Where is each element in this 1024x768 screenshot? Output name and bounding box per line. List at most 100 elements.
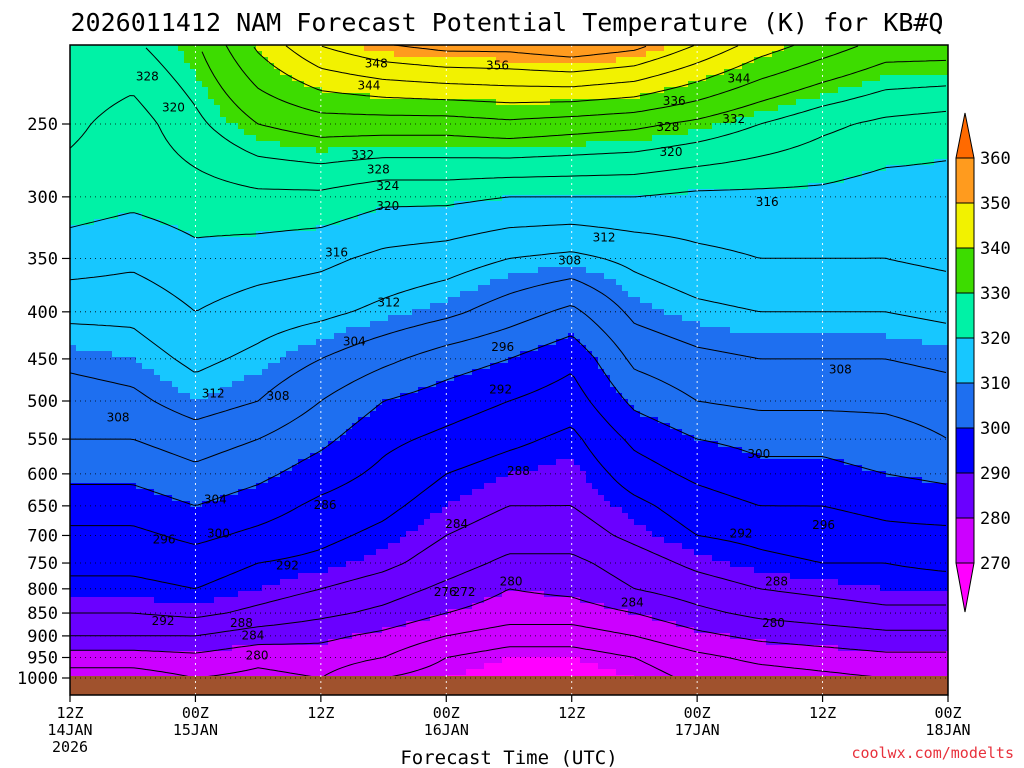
- field-cell: [412, 171, 419, 178]
- field-cell: [124, 129, 131, 136]
- field-cell: [430, 189, 437, 196]
- field-cell: [826, 171, 833, 178]
- field-cell: [604, 105, 611, 112]
- field-cell: [874, 189, 881, 196]
- field-cell: [112, 219, 119, 226]
- field-cell: [592, 123, 599, 130]
- field-cell: [940, 141, 947, 148]
- field-cell: [370, 99, 377, 106]
- field-cell: [724, 147, 731, 154]
- field-cell: [274, 195, 281, 202]
- field-cell: [916, 189, 923, 196]
- field-cell: [904, 63, 911, 70]
- field-cell: [652, 159, 659, 166]
- field-cell: [934, 195, 941, 202]
- field-cell: [616, 189, 623, 196]
- field-cell: [460, 189, 467, 196]
- field-cell: [382, 75, 389, 82]
- field-cell: [472, 141, 479, 148]
- field-cell: [298, 177, 305, 184]
- field-cell: [238, 105, 245, 112]
- field-cell: [790, 51, 797, 58]
- field-cell: [100, 75, 107, 82]
- field-cell: [556, 63, 563, 70]
- field-cell: [646, 237, 653, 244]
- field-cell: [478, 129, 485, 136]
- field-cell: [658, 81, 665, 88]
- field-cell: [568, 159, 575, 166]
- field-cell: [304, 201, 311, 208]
- field-cell: [460, 207, 467, 214]
- field-cell: [178, 177, 185, 184]
- field-cell: [736, 111, 743, 118]
- field-cell: [892, 147, 899, 154]
- field-cell: [118, 81, 125, 88]
- field-cell: [904, 147, 911, 154]
- field-cell: [316, 189, 323, 196]
- field-cell: [208, 189, 215, 196]
- field-cell: [160, 81, 167, 88]
- field-cell: [250, 87, 257, 94]
- field-cell: [616, 69, 623, 76]
- field-cell: [724, 93, 731, 100]
- field-cell: [178, 45, 185, 52]
- field-cell: [160, 195, 167, 202]
- field-cell: [70, 111, 77, 118]
- field-cell: [130, 105, 137, 112]
- field-cell: [358, 165, 365, 172]
- field-cell: [382, 57, 389, 64]
- field-cell: [514, 87, 521, 94]
- field-cell: [922, 141, 929, 148]
- field-cell: [922, 51, 929, 58]
- field-cell: [712, 231, 719, 238]
- field-cell: [214, 99, 221, 106]
- field-cell: [376, 237, 383, 244]
- field-cell: [790, 87, 797, 94]
- field-cell: [718, 111, 725, 118]
- field-cell: [280, 57, 287, 64]
- field-cell: [796, 207, 803, 214]
- field-cell: [448, 219, 455, 226]
- field-cell: [70, 105, 77, 112]
- field-cell: [760, 159, 767, 166]
- field-cell: [826, 81, 833, 88]
- field-cell: [724, 177, 731, 184]
- field-cell: [124, 99, 131, 106]
- field-cell: [136, 57, 143, 64]
- field-cell: [706, 51, 713, 58]
- field-cell: [712, 117, 719, 124]
- field-cell: [586, 195, 593, 202]
- field-cell: [712, 69, 719, 76]
- field-cell: [658, 213, 665, 220]
- field-cell: [598, 225, 605, 232]
- field-cell: [766, 201, 773, 208]
- field-cell: [424, 45, 431, 52]
- field-cell: [568, 135, 575, 142]
- field-cell: [454, 93, 461, 100]
- field-cell: [748, 147, 755, 154]
- field-cell: [172, 159, 179, 166]
- field-cell: [238, 159, 245, 166]
- field-cell: [622, 69, 629, 76]
- field-cell: [502, 57, 509, 64]
- field-cell: [718, 69, 725, 76]
- field-cell: [784, 159, 791, 166]
- field-cell: [766, 63, 773, 70]
- field-cell: [172, 57, 179, 64]
- field-cell: [544, 213, 551, 220]
- field-cell: [664, 243, 671, 250]
- field-cell: [856, 171, 863, 178]
- field-cell: [520, 177, 527, 184]
- field-cell: [712, 213, 719, 220]
- field-cell: [466, 99, 473, 106]
- field-cell: [664, 219, 671, 226]
- field-cell: [598, 243, 605, 250]
- field-cell: [118, 171, 125, 178]
- field-cell: [370, 165, 377, 172]
- field-cell: [706, 147, 713, 154]
- field-cell: [616, 87, 623, 94]
- field-cell: [424, 75, 431, 82]
- field-cell: [154, 51, 161, 58]
- field-cell: [142, 81, 149, 88]
- field-cell: [886, 165, 893, 172]
